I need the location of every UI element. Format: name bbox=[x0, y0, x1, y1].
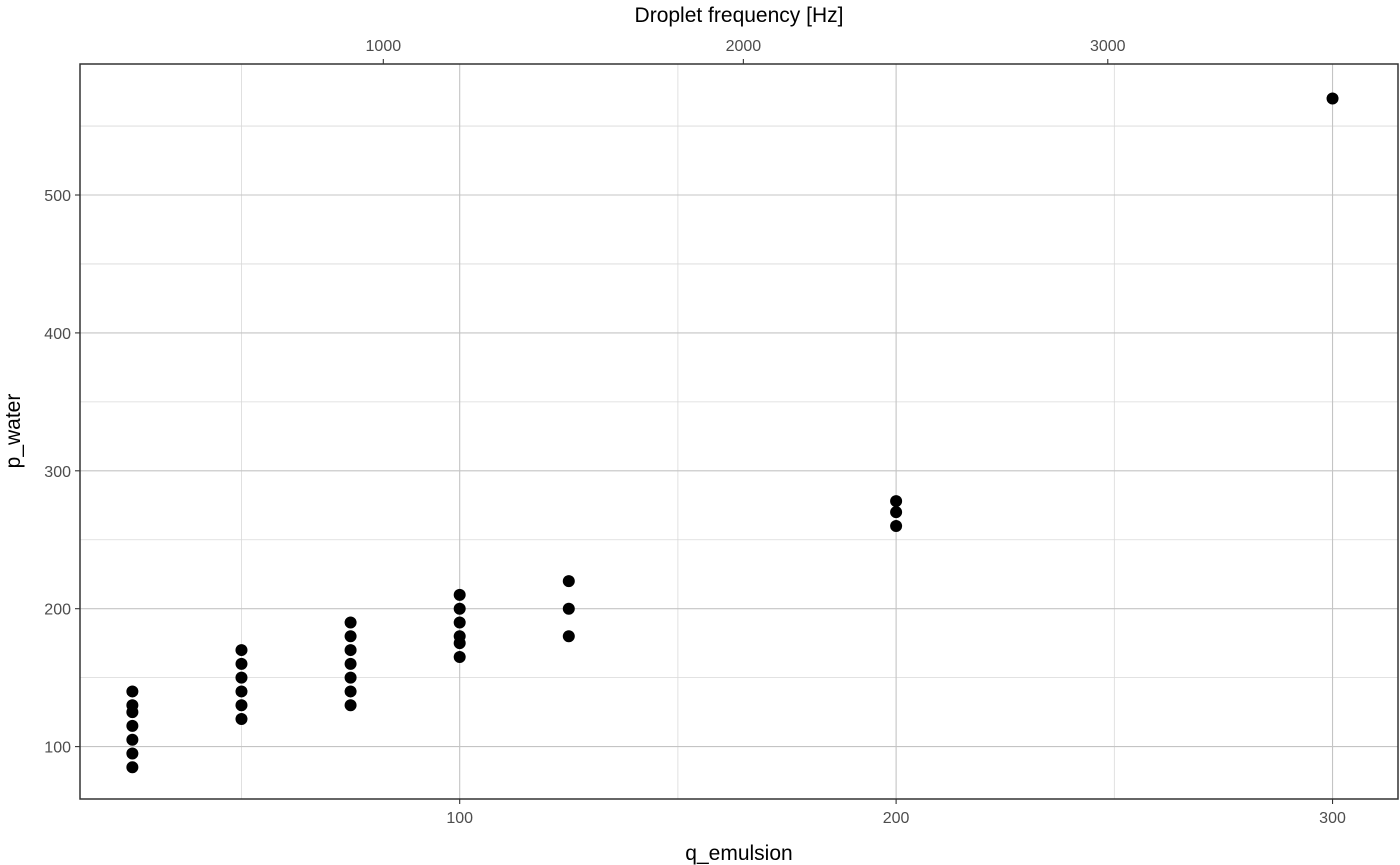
minor-gridlines bbox=[80, 64, 1398, 799]
data-point bbox=[235, 644, 248, 657]
data-point bbox=[344, 671, 357, 684]
secondary-x-tick-label: 3000 bbox=[1090, 38, 1126, 55]
secondary-x-tick-label: 1000 bbox=[366, 38, 402, 55]
data-point bbox=[890, 495, 903, 508]
data-point bbox=[344, 616, 357, 629]
data-point bbox=[344, 630, 357, 643]
data-point bbox=[235, 657, 248, 670]
y-tick-label: 500 bbox=[44, 188, 71, 205]
data-point bbox=[562, 602, 575, 615]
data-point bbox=[126, 699, 139, 712]
panel-border bbox=[79, 63, 1399, 800]
data-point bbox=[126, 733, 139, 746]
data-point bbox=[126, 747, 139, 760]
data-point bbox=[126, 719, 139, 732]
secondary-x-axis-title: Droplet frequency [Hz] bbox=[635, 4, 844, 27]
data-point bbox=[1326, 92, 1339, 105]
data-point bbox=[344, 644, 357, 657]
data-point bbox=[235, 713, 248, 726]
data-point bbox=[453, 616, 466, 629]
secondary-x-axis-ticks: 1000 2000 3000 bbox=[366, 38, 1126, 64]
x-tick-label: 200 bbox=[883, 810, 910, 827]
y-tick-label: 200 bbox=[44, 602, 71, 619]
data-point bbox=[890, 506, 903, 519]
x-tick-label: 300 bbox=[1319, 810, 1346, 827]
data-point bbox=[453, 650, 466, 663]
data-points bbox=[126, 92, 1339, 774]
data-point bbox=[126, 761, 139, 774]
y-tick-label: 300 bbox=[44, 464, 71, 481]
y-tick-label: 400 bbox=[44, 326, 71, 343]
data-point bbox=[562, 575, 575, 588]
x-axis-ticks: 100 200 300 bbox=[446, 799, 1346, 827]
secondary-x-tick-label: 2000 bbox=[726, 38, 762, 55]
x-tick-label: 100 bbox=[446, 810, 473, 827]
x-axis-title: q_emulsion bbox=[685, 842, 792, 865]
data-point bbox=[562, 630, 575, 643]
y-axis-ticks: 100 200 300 400 500 bbox=[44, 188, 80, 757]
data-point bbox=[453, 588, 466, 601]
y-axis-title: p_water bbox=[2, 394, 25, 469]
data-point bbox=[453, 630, 466, 643]
y-tick-label: 100 bbox=[44, 740, 71, 757]
data-point bbox=[235, 685, 248, 698]
panel-background bbox=[80, 64, 1398, 799]
data-point bbox=[344, 699, 357, 712]
data-point bbox=[126, 685, 139, 698]
data-point bbox=[235, 671, 248, 684]
data-point bbox=[344, 657, 357, 670]
data-point bbox=[453, 602, 466, 615]
major-gridlines bbox=[80, 64, 1398, 799]
data-point bbox=[344, 685, 357, 698]
data-point bbox=[235, 699, 248, 712]
data-point bbox=[890, 519, 903, 532]
